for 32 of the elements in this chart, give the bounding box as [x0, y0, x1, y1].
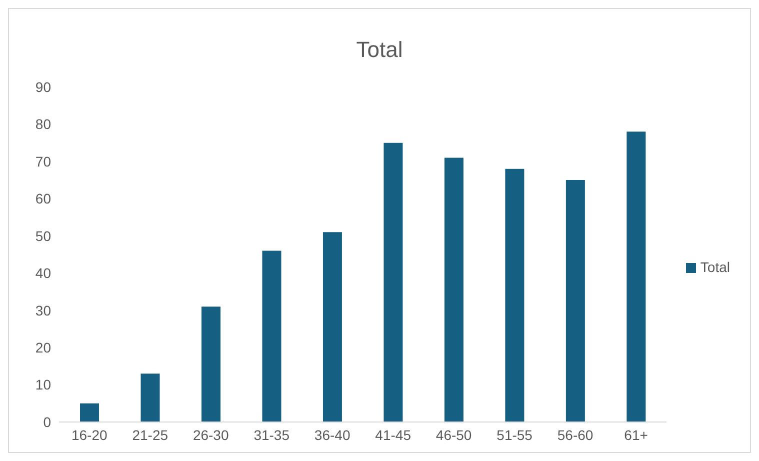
- y-tick-label: 50: [35, 228, 52, 244]
- bar: [201, 306, 220, 422]
- y-tick-label: 30: [35, 302, 52, 318]
- x-tick-label: 16-20: [71, 426, 108, 443]
- bar: [444, 158, 464, 422]
- x-tick-label: 51-55: [496, 426, 533, 443]
- y-tick-label: 90: [35, 78, 52, 95]
- legend-label: Total: [700, 259, 730, 275]
- y-tick-label: 70: [35, 153, 52, 170]
- x-tick-label: 31-35: [254, 426, 290, 443]
- bar: [140, 374, 160, 422]
- y-tick-label: 60: [35, 190, 52, 207]
- y-tick-label: 10: [35, 376, 52, 393]
- y-tick-label: 20: [35, 340, 52, 356]
- x-tick-label: 21-25: [132, 426, 168, 443]
- x-tick-label: 41-45: [375, 426, 412, 443]
- y-tick-label: 0: [43, 414, 52, 430]
- chart-title: Total: [355, 36, 404, 64]
- bar: [626, 132, 646, 422]
- x-tick-label: 36-40: [314, 426, 350, 443]
- bar: [80, 403, 99, 422]
- x-tick-label: 26-30: [192, 426, 229, 443]
- bar: [322, 232, 342, 422]
- y-tick-label: 40: [35, 265, 52, 282]
- x-tick-label: 61+: [624, 426, 648, 443]
- x-tick-label: 56-60: [557, 426, 594, 443]
- bar: [262, 250, 282, 422]
- x-tick-label: 46-50: [436, 426, 472, 443]
- bar: [566, 180, 585, 422]
- y-tick-label: 80: [35, 116, 52, 132]
- bar: [505, 168, 524, 422]
- bar: [384, 142, 403, 422]
